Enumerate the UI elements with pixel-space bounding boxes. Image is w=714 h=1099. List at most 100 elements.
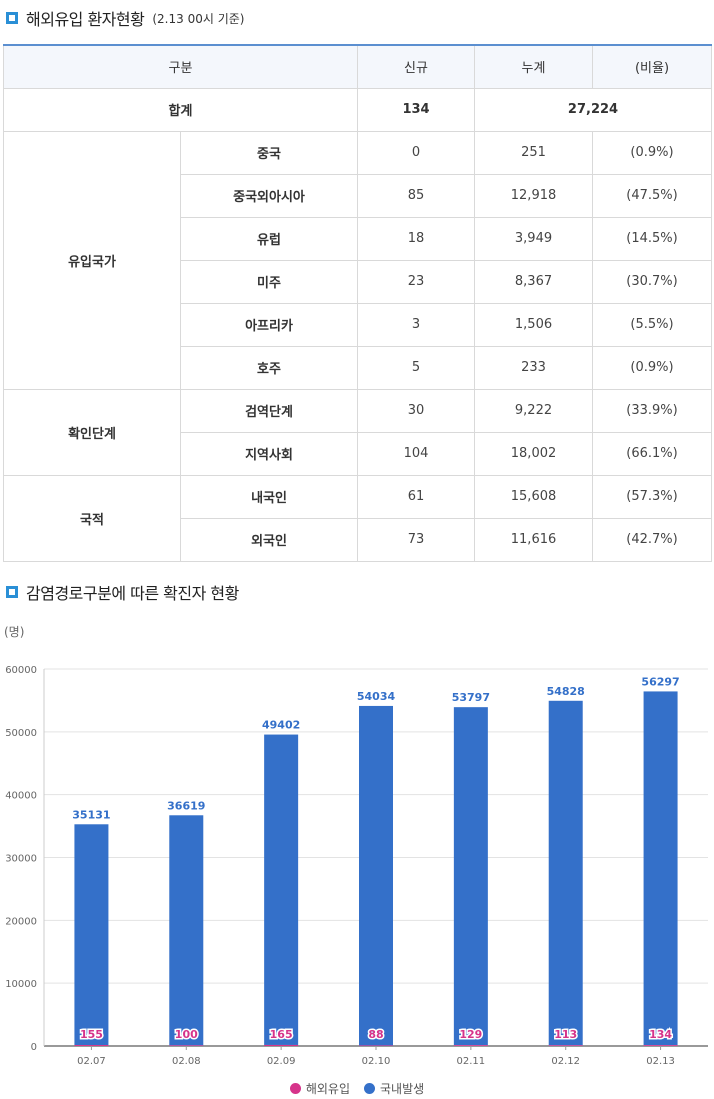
row-ratio: (42.7%) [592, 517, 713, 562]
row-ratio: (14.5%) [592, 216, 713, 261]
row-new: 61 [357, 474, 476, 519]
square-bullet-icon [6, 586, 18, 598]
total-new: 134 [357, 87, 476, 132]
row-new: 3 [357, 302, 476, 347]
bar-domestic [643, 691, 678, 1046]
x-tick-label: 02.07 [77, 1056, 106, 1067]
data-label-import: 113 [554, 1028, 577, 1041]
data-label-import: 129 [459, 1028, 482, 1041]
data-label-domestic: 54828 [547, 685, 585, 698]
legend-item-import[interactable]: 해외유입 [289, 1080, 350, 1097]
row-cumulative: 8,367 [474, 259, 594, 304]
row-label: 중국 [179, 130, 359, 175]
table-row: 외국인 73 11,616 (42.7%) [4, 517, 713, 562]
row-new: 30 [357, 388, 476, 433]
y-tick-label: 50000 [5, 728, 37, 739]
row-new: 0 [357, 130, 476, 175]
y-tick-label: 10000 [5, 979, 37, 990]
row-label: 외국인 [179, 517, 359, 562]
row-cumulative: 233 [474, 345, 594, 390]
section-title-import: 해외유입 환자현황 (2.13 00시 기준) [6, 6, 244, 30]
row-new: 18 [357, 216, 476, 261]
bar-import [264, 1044, 299, 1046]
row-label: 내국인 [179, 474, 359, 519]
bar-domestic [264, 734, 299, 1045]
row-new: 23 [357, 259, 476, 304]
header-new: 신규 [357, 44, 476, 89]
row-new: 104 [357, 431, 476, 476]
x-tick-label: 02.11 [457, 1056, 486, 1067]
data-label-domestic: 35131 [72, 808, 110, 821]
row-ratio: (30.7%) [592, 259, 713, 304]
total-label: 합계 [2, 87, 359, 132]
row-new: 73 [357, 517, 476, 562]
square-bullet-icon [6, 12, 18, 24]
route-bar-chart: (명) 0 10000 20000 30000 40000 50000 60000 35131 1… [4, 625, 708, 1067]
group-label-country: 유입국가 [3, 130, 181, 390]
row-ratio: (47.5%) [592, 173, 713, 218]
legend-label: 해외유입 [305, 1082, 350, 1096]
bar-import [643, 1045, 678, 1046]
bar-import [548, 1045, 583, 1046]
row-cumulative: 18,002 [474, 431, 594, 476]
chart-legend: 해외유입 국내발생 [0, 1080, 714, 1097]
x-tick-label: 02.10 [362, 1056, 391, 1067]
bar-domestic [548, 700, 583, 1046]
bar-domestic [74, 824, 109, 1046]
row-ratio: (0.9%) [592, 130, 713, 175]
row-label: 호주 [179, 345, 359, 390]
y-tick-label: 60000 [5, 665, 37, 676]
header-category: 구분 [2, 44, 359, 89]
row-cumulative: 251 [474, 130, 594, 175]
bar-import [169, 1045, 204, 1046]
import-stats-table: 구분 신규 누계 (비율) 합계 134 27,224 유입국가 중국 0 25… [2, 44, 713, 562]
bar-domestic [359, 705, 393, 1046]
y-tick-label: 40000 [5, 791, 37, 802]
y-axis-label: (명) [4, 625, 24, 639]
bar-domestic [453, 707, 488, 1046]
table-row: 중국외아시아 85 12,918 (47.5%) [4, 173, 713, 218]
row-ratio: (0.9%) [592, 345, 713, 390]
row-label: 지역사회 [179, 431, 359, 476]
row-new: 85 [357, 173, 476, 218]
row-label: 유럽 [179, 216, 359, 261]
section-title-route: 감염경로구분에 따른 확진자 현황 [6, 580, 239, 604]
row-label: 아프리카 [179, 302, 359, 347]
header-cumulative: 누계 [474, 44, 594, 89]
data-label-domestic: 53797 [452, 691, 490, 704]
y-tick-label: 20000 [5, 916, 37, 927]
row-cumulative: 9,222 [474, 388, 594, 433]
x-tick-label: 02.09 [267, 1056, 296, 1067]
row-cumulative: 3,949 [474, 216, 594, 261]
blue-dot-icon [364, 1083, 375, 1094]
page-title: 해외유입 환자현황 [26, 10, 145, 29]
page-subtitle: (2.13 00시 기준) [152, 11, 245, 26]
table-row: 미주 23 8,367 (30.7%) [4, 259, 713, 304]
row-label: 중국외아시아 [179, 173, 359, 218]
data-label-import: 134 [649, 1028, 672, 1041]
y-tick-label: 30000 [5, 854, 37, 865]
table-row: 유럽 18 3,949 (14.5%) [4, 216, 713, 261]
table-row: 지역사회 104 18,002 (66.1%) [4, 431, 713, 476]
x-tick-label: 02.13 [646, 1056, 675, 1067]
bar-import [453, 1045, 488, 1046]
row-ratio: (5.5%) [592, 302, 713, 347]
table-row-total: 합계 134 27,224 [2, 87, 713, 132]
data-label-import: 88 [368, 1028, 383, 1041]
row-ratio: (33.9%) [592, 388, 713, 433]
row-cumulative: 11,616 [474, 517, 594, 562]
row-label: 검역단계 [179, 388, 359, 433]
group-label-nationality: 국적 [3, 474, 181, 562]
row-ratio: (57.3%) [592, 474, 713, 519]
header-ratio: (비율) [592, 44, 713, 89]
bar-domestic [169, 815, 204, 1046]
legend-item-domestic[interactable]: 국내발생 [364, 1080, 424, 1097]
bar-import [359, 1045, 393, 1046]
row-ratio: (66.1%) [592, 431, 713, 476]
chart-section-title: 감염경로구분에 따른 확진자 현황 [26, 584, 239, 603]
row-label: 미주 [179, 259, 359, 304]
total-cumulative: 27,224 [474, 87, 713, 132]
table-row: 호주 5 233 (0.9%) [4, 345, 713, 390]
table-header-row: 구분 신규 누계 (비율) [2, 44, 713, 89]
row-cumulative: 15,608 [474, 474, 594, 519]
